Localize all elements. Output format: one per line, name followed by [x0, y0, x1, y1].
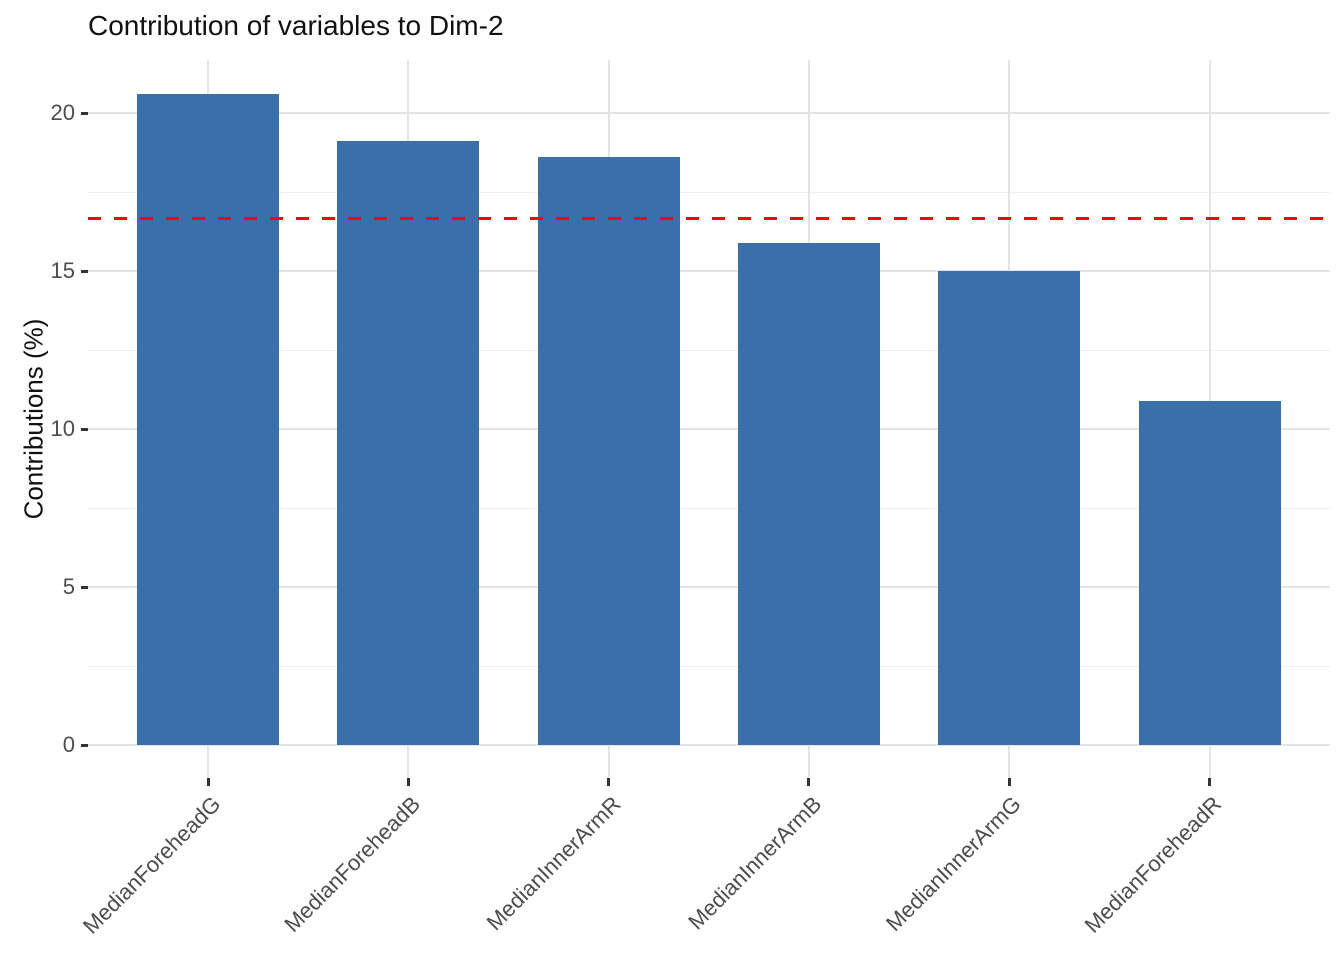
y-tick — [81, 585, 88, 589]
x-tick — [406, 778, 410, 786]
reference-line — [88, 216, 1330, 220]
y-tick-label: 10 — [50, 416, 75, 441]
x-tick — [1007, 778, 1011, 786]
x-tick-label: MedianForeheadG — [77, 791, 225, 939]
plot-panel — [88, 60, 1330, 778]
x-tick-label: MedianForeheadR — [1079, 791, 1227, 938]
gridline-minor — [88, 191, 1330, 193]
bar — [537, 157, 680, 745]
x-tick-label: MedianInnerArmG — [881, 791, 1027, 937]
x-tick-label: MedianForeheadB — [279, 791, 426, 937]
gridline-major — [88, 428, 1330, 430]
gridline-major — [88, 586, 1330, 588]
x-tick — [206, 778, 210, 786]
x-tick — [607, 778, 611, 786]
gridline-minor — [88, 665, 1330, 667]
x-tick-label: MedianInnerArmB — [682, 791, 826, 935]
y-tick-label: 5 — [62, 574, 75, 599]
bar — [137, 94, 279, 745]
x-tick — [1208, 778, 1211, 786]
gridline-major — [88, 112, 1330, 114]
bar — [1138, 400, 1281, 745]
y-tick-label: 15 — [50, 258, 75, 283]
gridline-major — [88, 744, 1330, 746]
y-tick — [81, 743, 88, 747]
y-tick-label: 0 — [62, 732, 75, 757]
x-tick-label: MedianInnerArmR — [481, 791, 626, 936]
y-tick-label: 20 — [50, 100, 75, 125]
bar — [737, 242, 880, 745]
bar — [938, 271, 1081, 745]
gridline-minor — [88, 507, 1330, 509]
chart-title: Contribution of variables to Dim-2 — [88, 10, 504, 41]
y-tick — [81, 111, 88, 115]
x-tick — [807, 778, 811, 786]
gridline-minor — [88, 349, 1330, 351]
y-tick — [81, 427, 88, 431]
gridline-major — [88, 270, 1330, 272]
bar — [337, 141, 480, 745]
y-tick — [81, 269, 88, 273]
